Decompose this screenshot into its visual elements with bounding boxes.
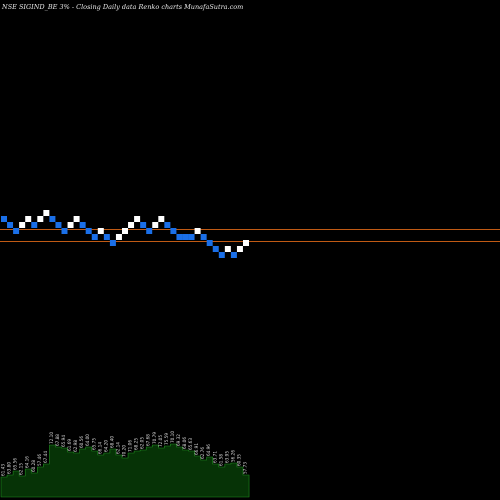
volume-label-4: 64.16 [25, 456, 30, 468]
volume-label-15: 65.75 [91, 438, 96, 450]
renko-brick-2 [13, 228, 20, 234]
volume-label-36: 61.58 [218, 454, 223, 466]
volume-label-34: 64.96 [206, 444, 211, 456]
renko-brick-30 [182, 234, 189, 240]
renko-brick-4 [25, 216, 32, 222]
renko-brick-1 [7, 222, 14, 228]
volume-label-39: 60.35 [236, 454, 241, 466]
volume-label-33: 62.76 [200, 447, 205, 459]
volume-label-28: 70.10 [170, 431, 175, 443]
volume-label-35: 63.71 [212, 451, 217, 463]
renko-brick-12 [73, 216, 80, 222]
volume-label-18: 68.40 [109, 436, 114, 448]
volume-label-38: 56.26 [230, 450, 235, 462]
renko-brick-25 [152, 222, 159, 228]
renko-brick-27 [164, 222, 171, 228]
volume-label-37: 63.95 [224, 451, 229, 463]
renko-brick-6 [37, 216, 44, 222]
volume-label-8: 72.10 [49, 432, 54, 444]
volume-label-19: 62.14 [115, 442, 120, 454]
renko-brick-21 [128, 222, 135, 228]
volume-label-5: 60.28 [31, 460, 36, 472]
volume-label-12: 62.98 [73, 440, 78, 452]
volume-label-16: 66.14 [97, 442, 102, 454]
volume-label-7: 67.44 [43, 451, 48, 463]
renko-brick-29 [176, 234, 183, 240]
renko-brick-18 [109, 240, 116, 246]
renko-brick-17 [103, 234, 110, 240]
volume-label-25: 70.79 [152, 432, 157, 444]
volume-label-13: 60.56 [79, 436, 84, 448]
renko-brick-32 [194, 228, 201, 234]
renko-brick-10 [61, 228, 68, 234]
volume-label-3: 62.15 [19, 463, 24, 475]
renko-brick-40 [243, 240, 249, 246]
volume-label-22: 68.25 [134, 438, 139, 450]
renko-brick-19 [115, 234, 122, 240]
volume-label-40: 57.73 [243, 462, 248, 474]
volume-label-1: 63.80 [7, 462, 12, 474]
volume-label-32: 66.91 [194, 443, 199, 455]
volume-label-30: 68.06 [182, 437, 187, 449]
volume-label-10: 65.94 [61, 435, 66, 447]
volume-label-9: 67.88 [55, 434, 60, 446]
renko-brick-23 [140, 222, 147, 228]
renko-brick-11 [67, 222, 74, 228]
renko-brick-20 [122, 228, 128, 234]
renko-brick-31 [188, 234, 195, 240]
renko-brick-28 [170, 228, 177, 234]
renko-brick-24 [146, 228, 153, 234]
volume-label-11: 61.69 [67, 439, 72, 451]
volume-label-23: 62.05 [140, 437, 145, 449]
renko-brick-16 [97, 228, 104, 234]
renko-brick-7 [43, 210, 50, 216]
renko-brick-9 [55, 222, 62, 228]
renko-brick-34 [206, 240, 213, 246]
volume-label-17: 64.20 [103, 440, 108, 452]
volume-area [0, 443, 250, 498]
renko-brick-0 [1, 216, 7, 222]
renko-brick-22 [134, 216, 141, 222]
volume-label-20: 70.20 [122, 445, 127, 457]
volume-label-0: 61.43 [1, 464, 6, 476]
volume-label-14: 64.00 [85, 434, 90, 446]
renko-brick-13 [79, 222, 86, 228]
renko-brick-35 [212, 246, 219, 252]
volume-label-27: 75.59 [164, 433, 169, 445]
renko-brick-14 [85, 228, 92, 234]
volume-label-31: 65.63 [188, 438, 193, 450]
renko-brick-39 [236, 246, 243, 252]
volume-label-6: 57.46 [37, 454, 42, 466]
renko-brick-3 [19, 222, 26, 228]
renko-brick-5 [31, 222, 38, 228]
chart-title: NSE SIGIND_BE 3% - Closing Daily data Re… [2, 3, 244, 11]
renko-brick-8 [49, 216, 56, 222]
renko-brick-26 [158, 216, 165, 222]
volume-label-21: 71.06 [128, 440, 133, 452]
volume-label-24: 67.68 [146, 434, 151, 446]
volume-label-26: 72.05 [158, 435, 163, 447]
volume-label-29: 69.32 [176, 434, 181, 446]
renko-brick-33 [200, 234, 207, 240]
volume-label-2: 65.56 [13, 458, 18, 470]
renko-brick-36 [218, 252, 225, 258]
renko-brick-37 [224, 246, 231, 252]
renko-brick-38 [230, 252, 237, 258]
renko-brick-15 [91, 234, 98, 240]
